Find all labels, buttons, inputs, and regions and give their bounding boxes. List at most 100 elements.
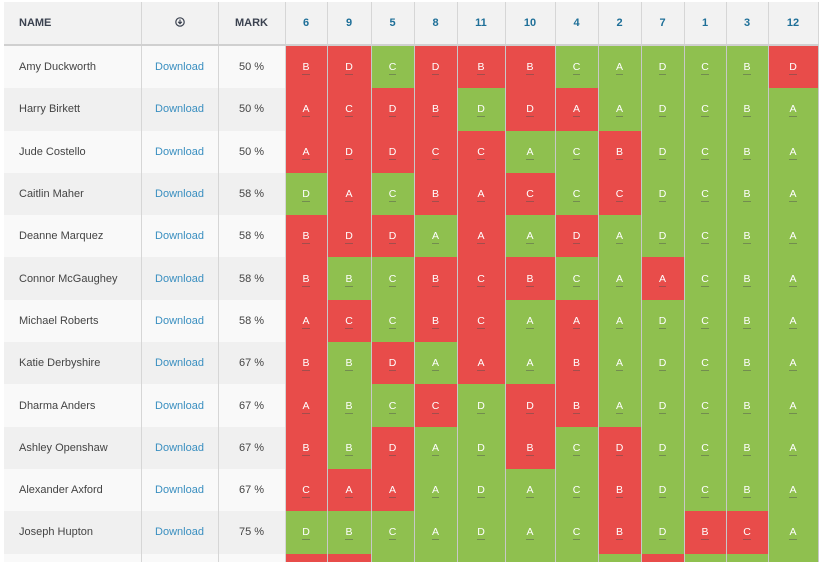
grade-cell[interactable]: B (726, 468, 769, 512)
grade-cell[interactable]: B (505, 45, 556, 89)
grade-cell[interactable]: D (371, 88, 415, 131)
grade-cell[interactable]: A (371, 468, 415, 512)
grade-cell[interactable]: C (371, 172, 415, 216)
grade-cell[interactable]: D (641, 172, 685, 216)
grade-cell[interactable]: D (641, 384, 685, 427)
grade-cell[interactable]: C (684, 130, 727, 173)
grade-cell[interactable]: A (768, 299, 819, 343)
grade-cell[interactable]: A (414, 511, 458, 554)
grade-cell[interactable]: B (414, 88, 458, 131)
grade-cell[interactable]: A (768, 426, 819, 469)
column-header-question-9[interactable]: 9 (327, 2, 372, 46)
column-header-question-2[interactable]: 2 (598, 2, 642, 46)
grade-cell[interactable]: C (505, 172, 556, 216)
grade-cell[interactable]: D (414, 45, 458, 89)
grade-cell[interactable]: B (726, 384, 769, 427)
grade-cell[interactable]: A (285, 88, 328, 131)
grade-cell[interactable]: B (726, 299, 769, 343)
grade-cell[interactable]: D (641, 426, 685, 469)
grade-cell[interactable]: D (768, 45, 819, 89)
column-header-name[interactable]: NAME (4, 2, 142, 46)
grade-cell[interactable]: D (641, 45, 685, 89)
column-header-question-10[interactable]: 10 (505, 2, 556, 46)
grade-cell[interactable]: C (371, 299, 415, 343)
grade-cell[interactable]: C (684, 299, 727, 343)
grade-cell[interactable]: C (371, 384, 415, 427)
grade-cell[interactable]: D (641, 215, 685, 258)
grade-cell[interactable]: B (285, 215, 328, 258)
download-link[interactable]: Download (141, 299, 219, 343)
column-header-question-8[interactable]: 8 (414, 2, 458, 46)
download-link[interactable]: Download (141, 215, 219, 258)
grade-cell[interactable]: D (505, 384, 556, 427)
grade-cell[interactable]: B (726, 88, 769, 131)
column-header-question-6[interactable]: 6 (285, 2, 328, 46)
grade-cell[interactable]: A (505, 511, 556, 554)
grade-cell[interactable]: D (371, 426, 415, 469)
grade-cell[interactable]: D (641, 88, 685, 131)
grade-cell[interactable]: B (598, 511, 642, 554)
grade-cell[interactable]: B (505, 426, 556, 469)
grade-cell[interactable]: A (768, 257, 819, 300)
grade-cell[interactable]: B (726, 426, 769, 469)
grade-cell[interactable]: C (555, 511, 599, 554)
grade-cell[interactable]: B (457, 45, 506, 89)
grade-cell[interactable]: B (327, 342, 372, 385)
grade-cell[interactable]: A (555, 88, 599, 131)
grade-cell[interactable]: D (457, 384, 506, 427)
grade-cell[interactable]: B (285, 257, 328, 300)
grade-cell[interactable]: D (457, 468, 506, 512)
grade-cell[interactable]: C (371, 257, 415, 300)
grade-cell[interactable]: C (555, 172, 599, 216)
grade-cell[interactable]: C (684, 468, 727, 512)
grade-cell[interactable]: D (641, 130, 685, 173)
grade-cell[interactable]: C (285, 468, 328, 512)
grade-cell[interactable]: A (414, 215, 458, 258)
grade-cell[interactable]: D (327, 130, 372, 173)
grade-cell[interactable]: A (414, 426, 458, 469)
grade-cell[interactable]: A (285, 299, 328, 343)
grade-cell[interactable]: A (414, 468, 458, 512)
grade-cell[interactable]: A (768, 88, 819, 131)
grade-cell[interactable]: B (726, 342, 769, 385)
grade-cell[interactable]: B (414, 299, 458, 343)
grade-cell[interactable]: B (726, 215, 769, 258)
grade-cell[interactable]: D (555, 215, 599, 258)
grade-cell[interactable]: B (285, 426, 328, 469)
grade-cell[interactable]: C (684, 45, 727, 89)
grade-cell[interactable]: D (641, 342, 685, 385)
grade-cell[interactable]: B (327, 384, 372, 427)
grade-cell[interactable]: D (371, 342, 415, 385)
grade-cell[interactable]: D (457, 511, 506, 554)
column-header-question-11[interactable]: 11 (457, 2, 506, 46)
grade-cell[interactable]: A (641, 257, 685, 300)
column-header-question-12[interactable]: 12 (768, 2, 819, 46)
download-link[interactable]: Download (141, 384, 219, 427)
grade-cell[interactable]: A (768, 511, 819, 554)
grade-cell[interactable]: B (327, 426, 372, 469)
grade-cell[interactable]: A (768, 130, 819, 173)
grade-cell[interactable]: C (555, 468, 599, 512)
grade-cell[interactable]: C (684, 172, 727, 216)
download-link[interactable]: Download (141, 342, 219, 385)
grade-cell[interactable]: A (768, 215, 819, 258)
grade-cell[interactable]: B (726, 45, 769, 89)
grade-cell[interactable]: C (371, 45, 415, 89)
column-header-question-4[interactable]: 4 (555, 2, 599, 46)
download-link[interactable]: Download (141, 45, 219, 89)
download-link[interactable]: Download (141, 511, 219, 554)
grade-cell[interactable]: A (598, 88, 642, 131)
grade-cell[interactable]: D (641, 511, 685, 554)
grade-cell[interactable]: A (768, 172, 819, 216)
column-header-question-5[interactable]: 5 (371, 2, 415, 46)
grade-cell[interactable]: C (371, 511, 415, 554)
grade-cell[interactable]: A (505, 299, 556, 343)
grade-cell[interactable]: C (684, 215, 727, 258)
grade-cell[interactable]: D (457, 426, 506, 469)
grade-cell[interactable]: C (684, 257, 727, 300)
grade-cell[interactable]: A (768, 342, 819, 385)
grade-cell[interactable]: A (505, 342, 556, 385)
grade-cell[interactable]: B (555, 342, 599, 385)
grade-cell[interactable]: C (327, 88, 372, 131)
download-link[interactable]: Download (141, 426, 219, 469)
